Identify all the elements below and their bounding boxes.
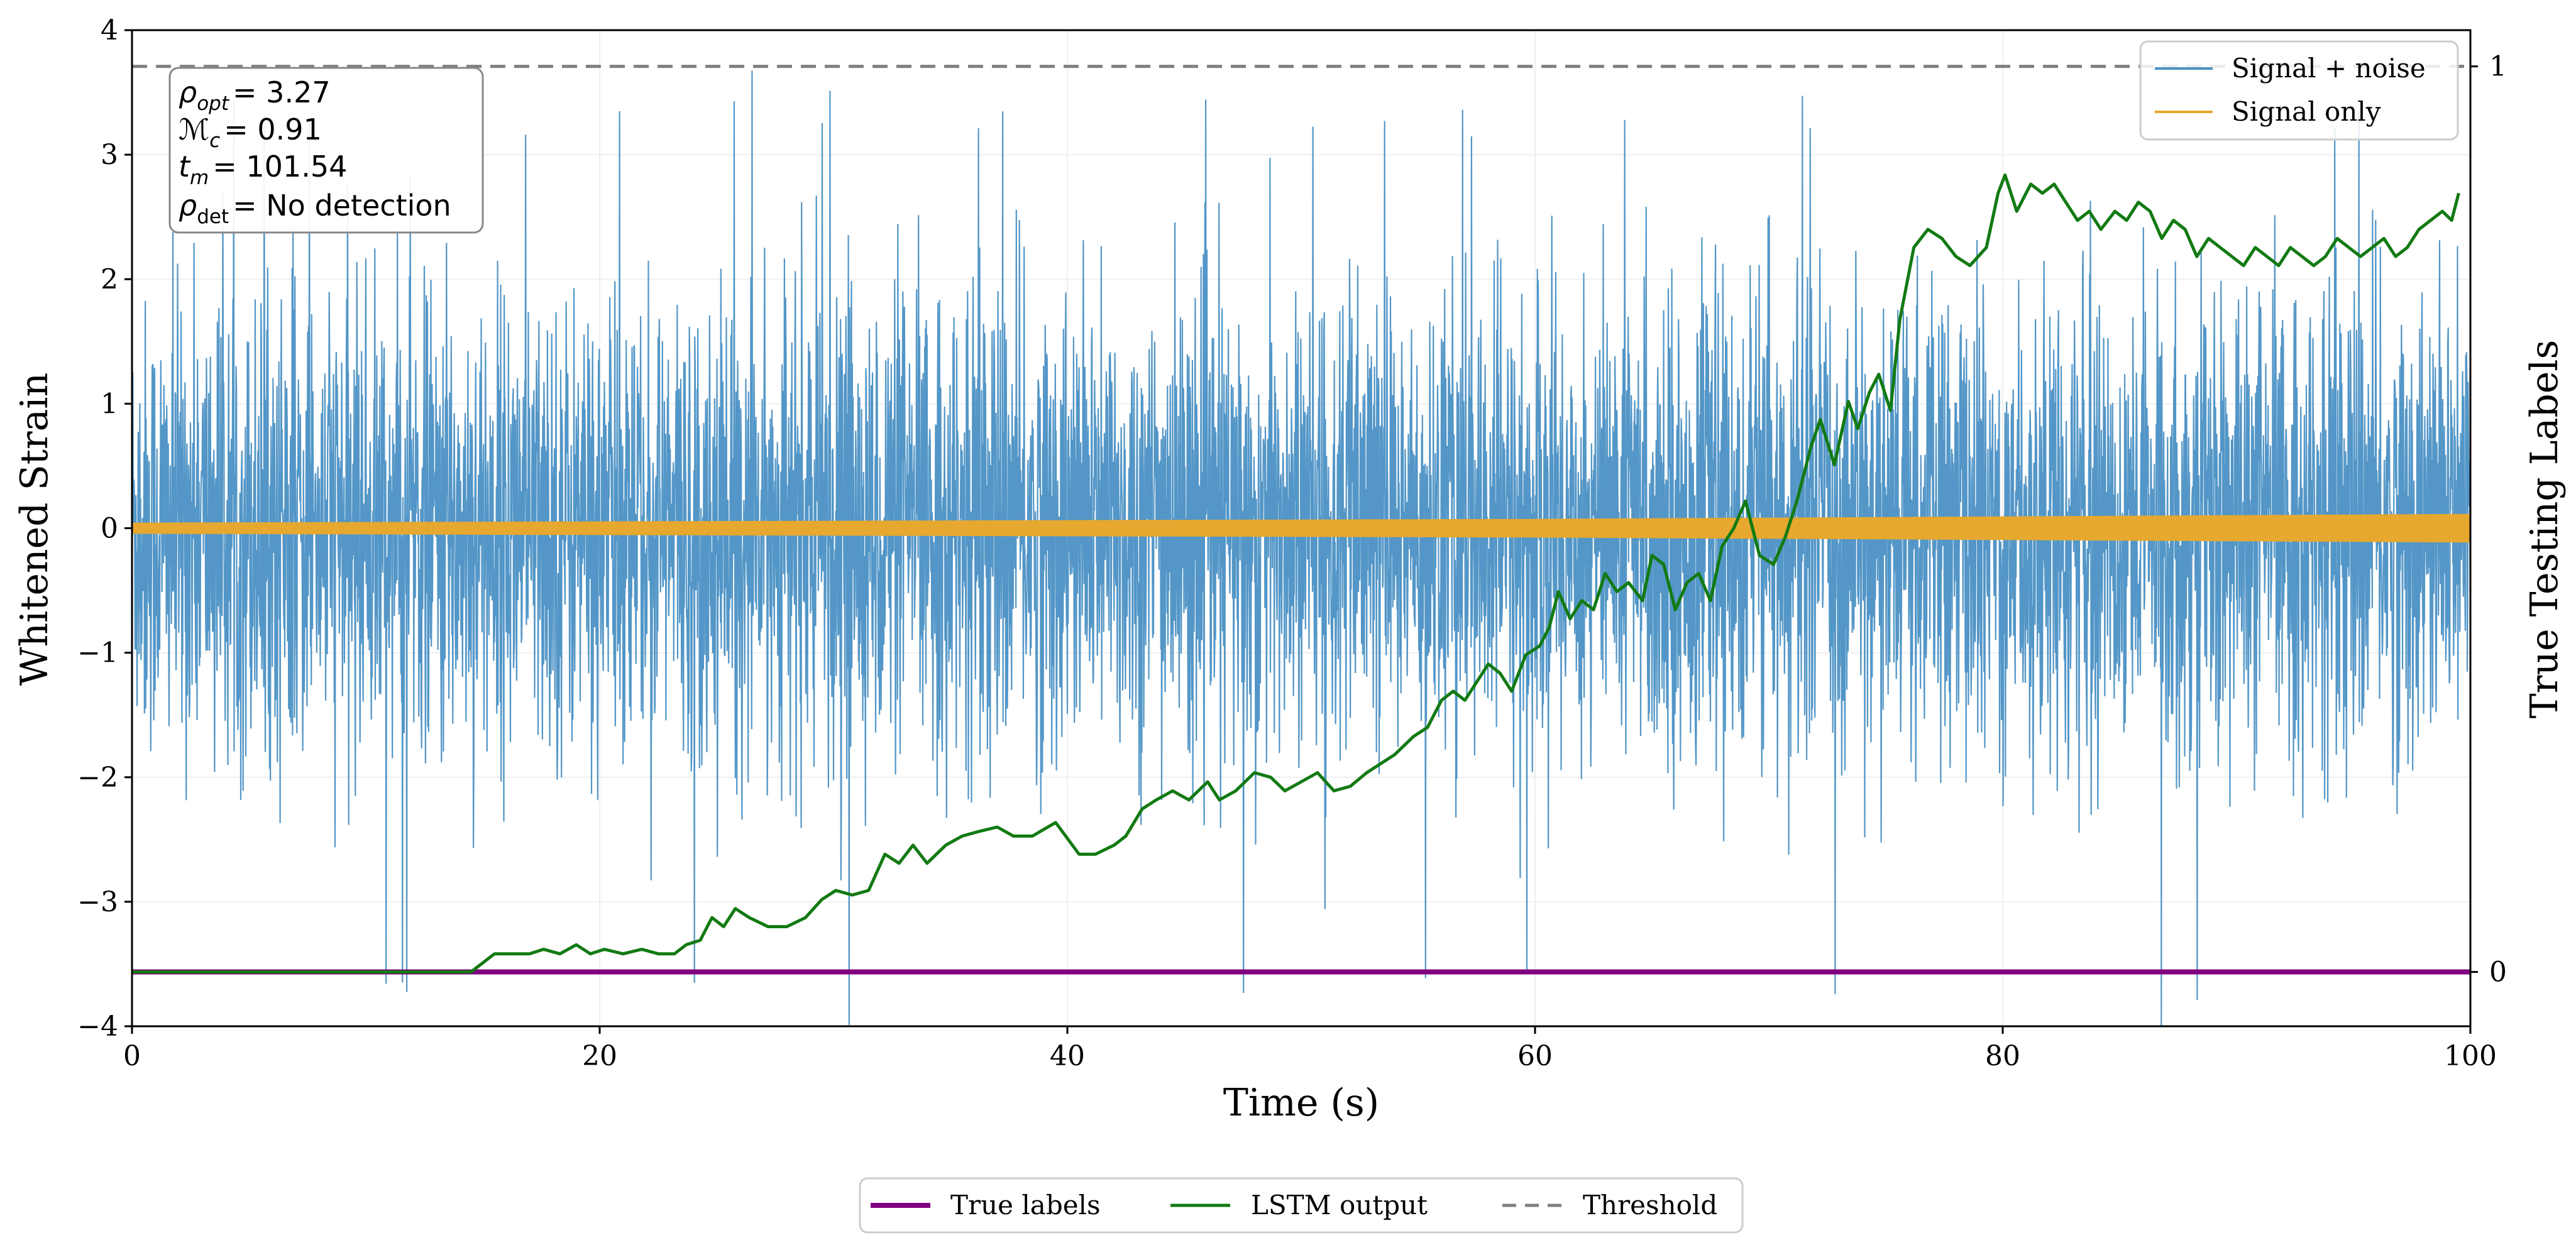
y-tick-label: −4 — [77, 1011, 118, 1043]
legend-lower: True labels LSTM output Threshold — [859, 1177, 1744, 1234]
y-tick-label: 3 — [101, 139, 118, 171]
series-path — [132, 173, 2460, 973]
x-tick-label: 60 — [1517, 1040, 1553, 1072]
annotation-rho-opt: ρopt = 3.27 — [179, 75, 331, 115]
y-right-tick-label: 1 — [2489, 51, 2507, 83]
legend-label-lstm-output: LSTM output — [1251, 1190, 1428, 1220]
annotation-merger-time: tm = 101.54 — [179, 150, 347, 189]
legend-label-true-labels: True labels — [950, 1190, 1101, 1220]
x-tick-label: 20 — [582, 1040, 617, 1072]
y-tick-label: 1 — [101, 388, 118, 420]
y-tick-label: 2 — [101, 263, 118, 295]
y-tick-label: 4 — [101, 14, 118, 47]
legend-label-signal-noise: Signal + noise — [2232, 53, 2426, 84]
legend-label-signal-only: Signal only — [2232, 96, 2381, 127]
annotation-chirp-mass: ℳc = 0.91 — [179, 112, 322, 152]
legend-upper: Signal + noise Signal only — [2139, 40, 2459, 141]
x-tick-label: 0 — [123, 1040, 141, 1072]
x-tick-label: 100 — [2444, 1040, 2497, 1072]
y-axis-label: Whitened Strain — [13, 373, 57, 686]
y-tick-label: −2 — [77, 762, 118, 794]
series-signal-only — [132, 513, 2470, 543]
y-right-tick-label: 0 — [2489, 957, 2507, 989]
series-signal-noise — [132, 70, 2470, 1026]
series-path — [132, 513, 2470, 543]
series-path — [132, 70, 2470, 1026]
y-tick-label: −1 — [77, 637, 118, 669]
legend-label-threshold: Threshold — [1583, 1190, 1717, 1220]
y-tick-label: −3 — [77, 886, 118, 918]
x-axis-label: Time (s) — [1223, 1081, 1379, 1125]
series-lstm-output — [132, 173, 2460, 973]
x-tick-label: 40 — [1050, 1040, 1085, 1072]
annotation-rho-det: ρdet = No detection — [179, 189, 451, 228]
annotation-box: ρopt = 3.27 ℳc = 0.91 tm = 101.54 ρdet = No … — [168, 67, 484, 234]
y-axis-label-right: True Testing Labels — [2523, 340, 2567, 719]
y-tick-label: 0 — [101, 513, 118, 545]
x-tick-label: 80 — [1985, 1040, 2020, 1072]
